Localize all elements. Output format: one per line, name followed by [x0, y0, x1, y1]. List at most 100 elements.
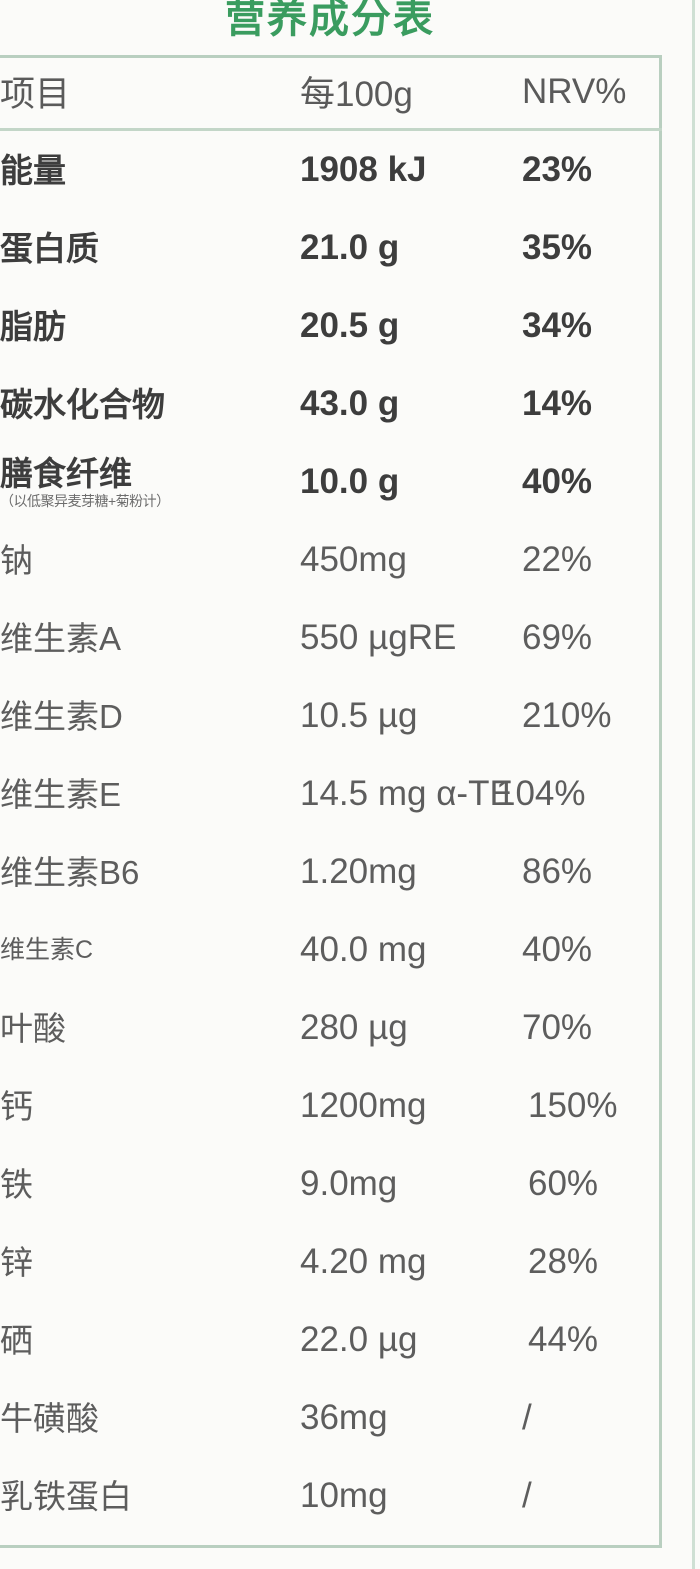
table-row: 膳食纤维 （以低聚异麦芽糖+菊粉计） 10.0 g 40% [0, 443, 662, 521]
header-nrv: NRV% [522, 55, 662, 131]
row-item-name: 碳水化合物 [0, 385, 165, 423]
row-value-per-100g: 43.0 g [300, 384, 400, 423]
table-row: 乳铁蛋白 10mg / [0, 1457, 662, 1535]
table-row: 钙 1200mg 150% [0, 1067, 662, 1145]
table-row: 锌 4.20 mg 28% [0, 1223, 662, 1301]
row-value-per-100g: 22.0 µg [300, 1320, 418, 1359]
table-row: 维生素C 40.0 mg 40% [0, 911, 662, 989]
row-value-per-100g: 280 µg [300, 1008, 408, 1047]
row-value-per-100g: 4.20 mg [300, 1242, 427, 1281]
row-value-nrv: 22% [522, 540, 593, 579]
table-header-row: 项目 每100g NRV% [0, 55, 662, 131]
table-row: 维生素B6 1.20mg 86% [0, 833, 662, 911]
row-value-nrv: 150% [528, 1086, 618, 1125]
row-item-label: 硒 [0, 1301, 300, 1379]
row-item-label: 叶酸 [0, 989, 300, 1067]
header-per-100g: 每100g [300, 55, 522, 131]
row-value-nrv: 44% [528, 1320, 599, 1359]
row-item-label: 脂肪 [0, 287, 300, 365]
row-item-name: 钠 [0, 541, 33, 579]
table-row: 牛磺酸 36mg / [0, 1379, 662, 1457]
row-value-nrv: 40% [522, 462, 593, 501]
table-row: 叶酸 280 µg 70% [0, 989, 662, 1067]
table-row: 脂肪 20.5 g 34% [0, 287, 662, 365]
row-value-nrv: 35% [522, 228, 593, 267]
row-item-label: 维生素D [0, 677, 300, 755]
table-row: 硒 22.0 µg 44% [0, 1301, 662, 1379]
row-value-per-100g: 36mg [300, 1398, 388, 1437]
row-item-name: 叶酸 [0, 1009, 66, 1047]
row-item-name: 脂肪 [0, 307, 66, 345]
row-value-nrv: 40% [522, 930, 593, 969]
row-item-label: 牛磺酸 [0, 1379, 300, 1457]
row-value-per-100g: 1908 kJ [300, 150, 427, 189]
row-item-label: 钙 [0, 1067, 300, 1145]
row-item-label: 铁 [0, 1145, 300, 1223]
row-value-per-100g: 14.5 mg α-TE [300, 774, 513, 813]
table-row: 能量 1908 kJ 23% [0, 130, 662, 210]
table-row: 维生素A 550 µgRE 69% [0, 599, 662, 677]
row-item-name: 锌 [0, 1243, 33, 1281]
row-value-nrv: 210% [522, 696, 612, 735]
table-row: 维生素D 10.5 µg 210% [0, 677, 662, 755]
row-value-nrv: 104% [496, 774, 586, 813]
row-item-label: 维生素A [0, 599, 300, 677]
table-body: 能量 1908 kJ 23% 蛋白质 21.0 g 35% 脂肪 20.5 g 34% 碳水化合物… [0, 130, 662, 1536]
row-item-name: 蛋白质 [0, 229, 99, 267]
page-title: 营养成分表 [225, 0, 435, 41]
table-border-frame [0, 55, 662, 1548]
row-value-nrv: 60% [528, 1164, 599, 1203]
row-item-name: 钙 [0, 1087, 33, 1125]
row-value-nrv: 70% [522, 1008, 593, 1047]
row-item-label: 膳食纤维 （以低聚异麦芽糖+菊粉计） [0, 443, 300, 521]
row-value-per-100g: 10.0 g [300, 462, 400, 501]
row-value-per-100g: 10mg [300, 1476, 388, 1515]
row-value-nrv: 69% [522, 618, 593, 657]
row-value-nrv: 14% [522, 384, 593, 423]
row-item-name: 维生素B6 [0, 853, 140, 891]
row-value-nrv: 86% [522, 852, 593, 891]
row-item-name: 铁 [0, 1165, 33, 1203]
row-value-per-100g: 1200mg [300, 1086, 427, 1125]
page-right-border [692, 0, 695, 1569]
row-item-subnote: （以低聚异麦芽糖+菊粉计） [0, 492, 170, 509]
row-item-label: 钠 [0, 521, 300, 599]
row-item-name: 牛磺酸 [0, 1399, 99, 1437]
row-value-per-100g: 21.0 g [300, 228, 400, 267]
row-item-name: 维生素A [0, 619, 122, 657]
row-value-nrv: / [522, 1476, 532, 1515]
row-item-label: 维生素E [0, 755, 300, 833]
row-value-per-100g: 550 µgRE [300, 618, 457, 657]
row-value-per-100g: 9.0mg [300, 1164, 398, 1203]
row-value-nrv: / [522, 1398, 532, 1437]
row-item-name: 乳铁蛋白 [0, 1477, 132, 1515]
row-item-label: 乳铁蛋白 [0, 1457, 300, 1535]
table-row: 碳水化合物 43.0 g 14% [0, 365, 662, 443]
row-value-per-100g: 20.5 g [300, 306, 400, 345]
row-value-per-100g: 450mg [300, 540, 408, 579]
row-item-name: 能量 [0, 151, 66, 189]
row-item-label: 碳水化合物 [0, 365, 300, 443]
table-row: 钠 450mg 22% [0, 521, 662, 599]
row-value-per-100g: 1.20mg [300, 852, 417, 891]
row-item-label: 锌 [0, 1223, 300, 1301]
row-value-per-100g: 10.5 µg [300, 696, 418, 735]
row-item-label: 维生素C [0, 911, 300, 989]
row-item-name: 维生素C [0, 935, 94, 964]
row-item-label: 维生素B6 [0, 833, 300, 911]
table-row: 维生素E 14.5 mg α-TE 104% [0, 755, 662, 833]
row-value-nrv: 34% [522, 306, 593, 345]
row-item-name: 硒 [0, 1321, 33, 1359]
row-value-nrv: 23% [522, 150, 593, 189]
table-row: 蛋白质 21.0 g 35% [0, 209, 662, 287]
row-item-label: 蛋白质 [0, 209, 300, 287]
row-item-name: 维生素D [0, 697, 123, 735]
row-value-nrv: 28% [528, 1242, 599, 1281]
nutrition-facts-table: 项目 每100g NRV% 能量 1908 kJ 23% 蛋白质 21.0 g 35% 脂肪… [0, 55, 662, 1535]
row-item-name: 维生素E [0, 775, 122, 813]
header-item: 项目 [0, 55, 300, 131]
row-item-label: 能量 [0, 130, 300, 210]
table-row: 铁 9.0mg 60% [0, 1145, 662, 1223]
row-value-per-100g: 40.0 mg [300, 930, 427, 969]
